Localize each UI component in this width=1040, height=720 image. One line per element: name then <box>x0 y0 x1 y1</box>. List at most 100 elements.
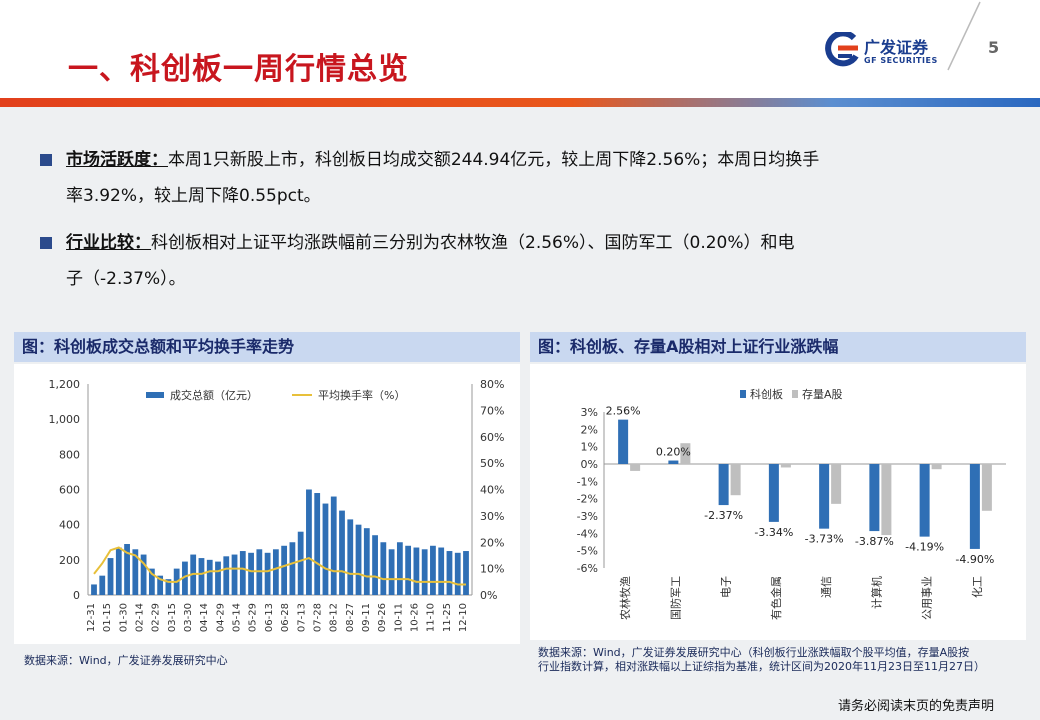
turnover-bar <box>339 510 345 595</box>
y-left-tick-label: 200 <box>59 554 80 567</box>
y-tick-label: -6% <box>577 562 598 575</box>
turnover-rate-line <box>93 546 466 586</box>
y-tick-label: 0% <box>581 458 598 471</box>
turnover-chart: 0 200 400 600 800 1,000 1,200 0% 10% 20% 30% 40% 50%… <box>49 378 505 632</box>
data-label: -4.19% <box>905 541 944 554</box>
divider-slash <box>947 1 981 71</box>
legend-swatch-kcb <box>740 390 746 398</box>
turnover-bar <box>306 489 312 595</box>
turnover-bar <box>99 575 106 595</box>
turnover-bar <box>463 551 469 595</box>
x-tick-label: 09-11 <box>361 603 372 632</box>
x-tick-label: 11-10 <box>426 603 437 632</box>
turnover-bar <box>206 559 213 595</box>
x-tick-label: 07-13 <box>296 603 307 632</box>
right-source-line2: 行业指数计算，相对涨跌幅以上证综指为基准，统计区间为2020年11月23日至11… <box>538 660 985 673</box>
y-left-tick-label: 0 <box>73 589 80 602</box>
data-label: -4.90% <box>955 553 994 566</box>
y-left-tick-label: 400 <box>59 519 80 532</box>
turnover-bar <box>372 535 378 595</box>
right-panel-title: 图：科创板、存量A股相对上证行业涨跌幅 <box>530 332 1026 362</box>
turnover-bar <box>430 545 436 595</box>
x-tick-label: 10-11 <box>393 603 404 632</box>
x-tick-label: 08-12 <box>329 603 340 632</box>
a-share-bar <box>680 443 691 464</box>
brand-logo: 广发证券 GF SECURITIES <box>824 32 942 72</box>
turnover-bar <box>264 552 271 595</box>
turnover-bar <box>165 579 172 595</box>
left-panel-title: 图：科创板成交总额和平均换手率走势 <box>14 332 520 362</box>
left-source: 数据来源：Wind，广发证券发展研究中心 <box>24 654 228 667</box>
turnover-bar <box>223 556 230 595</box>
turnover-bar <box>314 493 321 595</box>
turnover-bar <box>363 528 370 595</box>
bullet-text: 科创板相对上证平均涨跌幅前三分别为农林牧渔（2.56%）、国防军工（0.20%）… <box>151 233 795 253</box>
turnover-bar <box>421 549 428 595</box>
turnover-bar <box>115 547 122 595</box>
x-tick-label: 08-27 <box>345 603 356 632</box>
page-number: 5 <box>988 38 1000 57</box>
bullet-label: 行业比较： <box>66 233 151 253</box>
y-right-tick-label: 20% <box>480 536 504 549</box>
x-tick-label: 09-26 <box>377 603 388 632</box>
turnover-bar <box>355 524 362 595</box>
a-share-bar <box>831 464 842 504</box>
kcb-bar <box>768 464 779 522</box>
y-right-tick-label: 60% <box>480 431 504 444</box>
turnover-bar <box>289 542 296 595</box>
data-label: 0.20% <box>656 446 691 459</box>
y-left-tick-label: 800 <box>59 448 80 461</box>
turnover-bar <box>148 568 155 595</box>
legend-swatch-a-share <box>792 390 798 398</box>
bullet-text-cont: 子（-2.37%）。 <box>66 269 186 289</box>
x-tick-label: 06-28 <box>280 603 291 632</box>
turnover-bar <box>322 503 329 595</box>
turnover-bar <box>272 549 279 595</box>
disclaimer: 请务必阅读末页的免责声明 <box>838 699 995 714</box>
left-chart-panel: 0 200 400 600 800 1,000 1,200 0% 10% 20% 30% 40% 50%… <box>14 364 520 644</box>
industry-chart: 3% 2% 1% 0% -1% -2% -3% -4% -5% -6% 2.56% 农林牧渔 0.20%… <box>577 387 1006 620</box>
category-label: 农林牧渔 <box>618 576 632 620</box>
turnover-bar <box>413 547 420 595</box>
x-tick-label: 02-14 <box>135 603 146 632</box>
legend-swatch-bar <box>146 392 164 398</box>
turnover-bar <box>438 547 445 595</box>
category-label: 公用事业 <box>921 576 934 620</box>
turnover-bar <box>182 561 188 595</box>
turnover-bar <box>107 558 114 595</box>
page-title: 一、科创板一周行情总览 <box>68 52 409 87</box>
x-tick-label: 07-28 <box>312 603 323 632</box>
logo-en-text: GF SECURITIES <box>864 56 938 65</box>
y-right-tick-label: 0% <box>480 589 497 602</box>
turnover-bar <box>91 584 97 595</box>
bullet-text-cont: 率3.92%，较上周下降0.55pct。 <box>66 186 321 206</box>
bullet-square-icon <box>40 237 52 249</box>
turnover-bar <box>124 544 130 595</box>
turnover-bar <box>454 552 461 595</box>
turnover-bar <box>215 561 221 595</box>
category-label: 通信 <box>820 576 833 598</box>
kcb-bar <box>718 464 729 506</box>
turnover-bar <box>140 554 147 595</box>
legend-label: 成交总额（亿元） <box>170 388 258 402</box>
a-share-bar <box>881 464 892 536</box>
logo-icon <box>825 32 859 67</box>
x-tick-label: 04-14 <box>199 603 210 632</box>
kcb-bar <box>919 464 930 537</box>
header-accent-bar <box>0 98 1040 107</box>
y-tick-label: -5% <box>577 545 598 558</box>
turnover-bar <box>198 558 205 595</box>
turnover-bar <box>347 519 354 595</box>
y-right-tick-label: 80% <box>480 378 504 391</box>
turnover-bar <box>297 531 304 595</box>
a-share-bar <box>981 464 992 511</box>
data-label: -3.34% <box>754 526 793 539</box>
y-right-tick-label: 50% <box>480 457 504 470</box>
category-label: 化工 <box>970 576 984 598</box>
x-tick-label: 10-26 <box>409 603 420 632</box>
a-share-bar <box>730 464 741 496</box>
legend-label: 存量A股 <box>802 387 843 401</box>
category-label: 电子 <box>720 576 733 598</box>
x-tick-label: 01-15 <box>102 603 113 632</box>
a-share-bar <box>931 464 942 470</box>
